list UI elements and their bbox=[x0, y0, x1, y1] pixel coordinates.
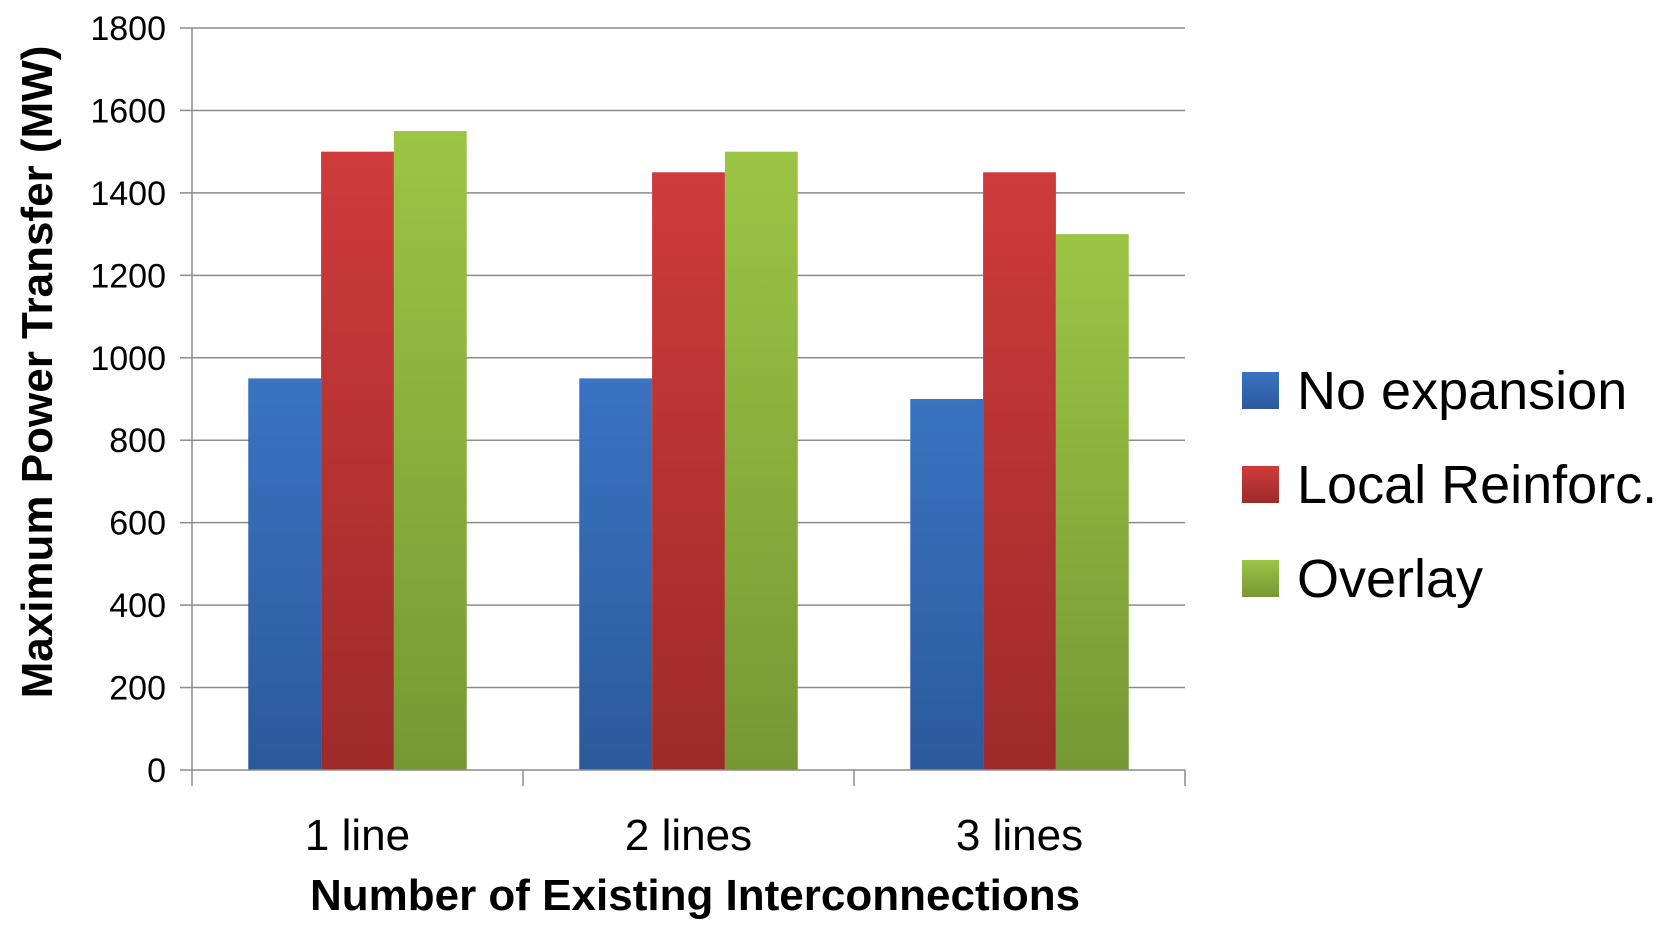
bar bbox=[579, 378, 653, 770]
bar bbox=[321, 151, 394, 770]
y-tick-label: 0 bbox=[147, 752, 166, 790]
bar bbox=[910, 399, 984, 770]
legend-swatch bbox=[1242, 560, 1279, 597]
y-tick-label: 800 bbox=[109, 422, 166, 460]
bar bbox=[652, 172, 725, 770]
x-category-labels: 1 line 2 lines 3 lines bbox=[305, 811, 1083, 860]
legend-label: No expansion bbox=[1297, 361, 1627, 421]
x-axis-title: Number of Existing Interconnections bbox=[310, 871, 1080, 920]
y-tick-label: 1000 bbox=[90, 340, 166, 378]
x-category-label: 2 lines bbox=[625, 811, 752, 860]
y-tick-label: 600 bbox=[109, 505, 166, 543]
y-tick-label: 1600 bbox=[90, 92, 166, 130]
y-tick-label: 1200 bbox=[90, 257, 166, 295]
bar bbox=[983, 172, 1056, 770]
bar bbox=[393, 131, 467, 771]
bars bbox=[248, 131, 1129, 771]
bar bbox=[724, 151, 798, 770]
x-category-label: 1 line bbox=[305, 811, 410, 860]
y-axis-title: Maximum Power Transfer (MW) bbox=[13, 46, 62, 699]
y-tick-label: 200 bbox=[109, 670, 166, 708]
legend-swatch bbox=[1242, 466, 1279, 503]
legend-label: Overlay bbox=[1297, 549, 1483, 609]
y-tick-labels: 0 200 400 600 800 1000 1200 1400 1600 1800 bbox=[90, 10, 166, 790]
y-tick-label: 1800 bbox=[90, 10, 166, 48]
axes bbox=[180, 27, 1186, 786]
legend-swatch bbox=[1242, 372, 1279, 409]
bar bbox=[1055, 234, 1129, 771]
y-tick-label: 1400 bbox=[90, 175, 166, 213]
legend-label: Local Reinforc. bbox=[1297, 455, 1657, 515]
y-tick-label: 400 bbox=[109, 587, 166, 625]
legend: No expansion Local Reinforc. Overlay bbox=[1242, 361, 1657, 609]
bar bbox=[248, 378, 322, 770]
x-category-label: 3 lines bbox=[956, 811, 1083, 860]
